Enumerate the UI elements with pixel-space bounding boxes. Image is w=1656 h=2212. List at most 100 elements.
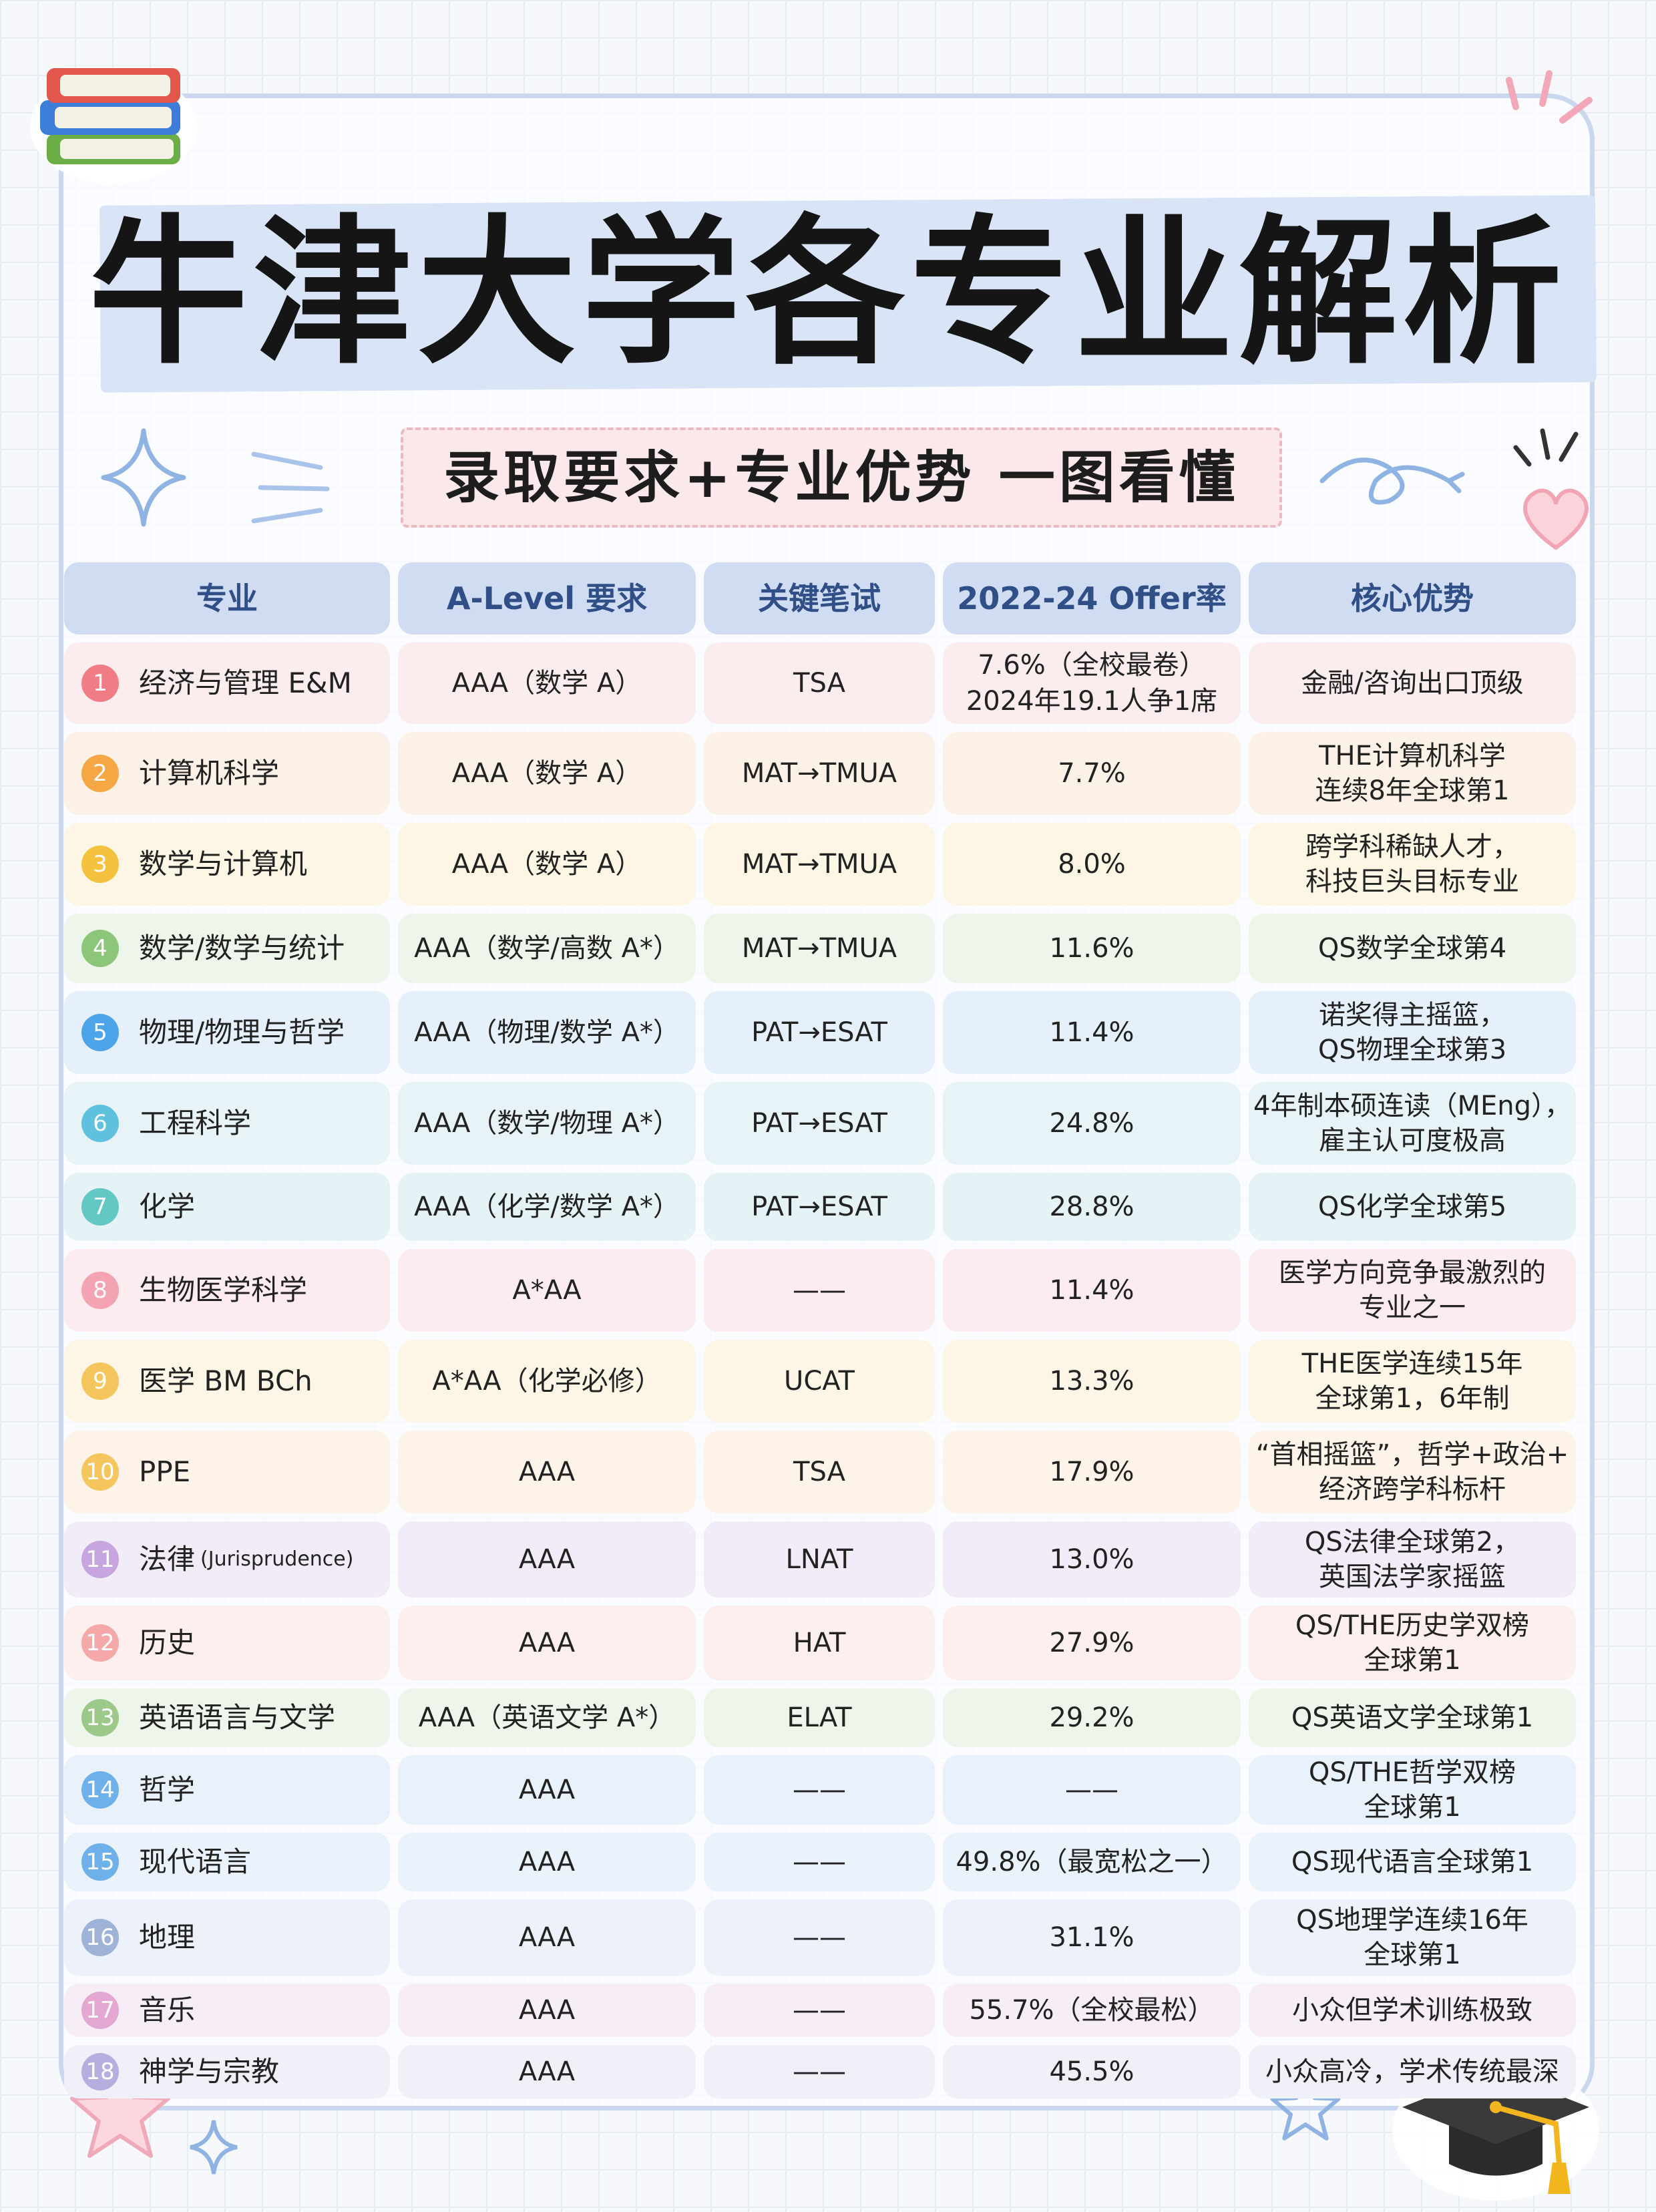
row-number-badge: 4: [81, 930, 119, 967]
advantage-cell: 跨学科稀缺人才， 科技巨头目标专业: [1249, 823, 1576, 906]
offer-rate-line: 13.0%: [1049, 1544, 1134, 1575]
major-cell: 2 计算机科学: [64, 732, 390, 815]
offer-rate-cell: 11.6%: [943, 914, 1241, 983]
test-cell: MAT→TMUA: [704, 914, 935, 983]
major-cell: 8 生物医学科学: [64, 1249, 390, 1332]
major-cell: 16 地理: [64, 1899, 390, 1976]
offer-rate-cell: 11.4%: [943, 991, 1241, 1074]
major-name: 工程科学: [139, 1107, 252, 1139]
advantage-line: QS法律全球第2，: [1304, 1527, 1520, 1557]
advantage-line: 全球第1: [1364, 1940, 1461, 1970]
row-number-badge: 11: [81, 1541, 119, 1578]
alevel-cell: AAA: [398, 1431, 696, 1513]
test-cell: PAT→ESAT: [704, 1082, 935, 1165]
advantage-line: 全球第1: [1364, 1645, 1461, 1676]
offer-rate-line: 7.7%: [1058, 758, 1126, 789]
star-outline-icon: [1270, 2072, 1341, 2141]
offer-rate-line: 49.8%（最宽松之一）: [956, 1847, 1228, 1877]
advantage-line: 4年制本硕连读（MEng），: [1253, 1091, 1571, 1121]
advantage-cell: 诺奖得主摇篮， QS物理全球第3: [1249, 991, 1576, 1074]
major-name: 哲学: [139, 1773, 196, 1806]
row-number-badge: 2: [81, 755, 119, 792]
alevel-cell: AAA: [398, 1755, 696, 1825]
advantage-line: 金融/咨询出口顶级: [1301, 668, 1524, 699]
major-note: (Jurisprudence): [200, 1547, 354, 1571]
major-cell: 5 物理/物理与哲学: [64, 991, 390, 1074]
books-icon: [30, 68, 197, 184]
header-alevel: A-Level 要求: [398, 562, 696, 634]
offer-rate-line: 11.4%: [1049, 1017, 1134, 1048]
major-name: 计算机科学: [139, 757, 280, 789]
offer-rate-line: 8.0%: [1058, 849, 1126, 880]
test-cell: HAT: [704, 1606, 935, 1680]
row-number-badge: 15: [81, 1843, 119, 1881]
advantage-line: “首相摇篮”，哲学+政治+: [1255, 1439, 1569, 1470]
table-row: 5 物理/物理与哲学 AAA（物理/数学 A*） PAT→ESAT 11.4% 诺奖得主摇…: [64, 991, 1587, 1074]
test-cell: ——: [704, 1755, 935, 1825]
alevel-cell: AAA（数学/高数 A*）: [398, 914, 696, 983]
row-number-badge: 18: [81, 2053, 119, 2090]
table-row: 6 工程科学 AAA（数学/物理 A*） PAT→ESAT 24.8% 4年制本硕连读（M…: [64, 1082, 1587, 1165]
heart-icon: [1523, 488, 1589, 550]
major-name: 历史: [139, 1626, 196, 1659]
major-cell: 14 哲学: [64, 1755, 390, 1825]
advantage-line: 英国法学家摇篮: [1319, 1561, 1506, 1592]
advantage-line: QS数学全球第4: [1317, 933, 1507, 964]
advantage-cell: QS地理学连续16年 全球第1: [1249, 1899, 1576, 1976]
test-cell: LNAT: [704, 1521, 935, 1598]
advantage-cell: THE医学连续15年 全球第1，6年制: [1249, 1340, 1576, 1423]
advantage-cell: 金融/咨询出口顶级: [1249, 642, 1576, 724]
offer-rate-line: 55.7%（全校最松）: [969, 1995, 1215, 2026]
major-cell: 10 PPE: [64, 1431, 390, 1513]
alevel-cell: AAA: [398, 1833, 696, 1891]
major-cell: 7 化学: [64, 1173, 390, 1241]
major-cell: 15 现代语言: [64, 1833, 390, 1891]
advantage-line: QS/THE哲学双榜: [1308, 1757, 1516, 1788]
major-cell: 11 法律 (Jurisprudence): [64, 1521, 390, 1598]
test-cell: ——: [704, 1249, 935, 1332]
advantage-line: QS物理全球第3: [1317, 1035, 1507, 1065]
offer-rate-cell: 17.9%: [943, 1431, 1241, 1513]
test-cell: ELAT: [704, 1688, 935, 1747]
table-row: 14 哲学 AAA —— —— QS/THE哲学双榜 全球第1: [64, 1755, 1587, 1825]
major-name: 数学与计算机: [139, 848, 308, 880]
table-header-row: 专业 A-Level 要求 关键笔试 2022-24 Offer率 核心优势: [64, 562, 1587, 634]
advantage-line: QS地理学连续16年: [1296, 1905, 1528, 1936]
major-name: 医学 BM BCh: [139, 1364, 313, 1397]
offer-rate-line: 31.1%: [1049, 1922, 1134, 1953]
offer-rate-cell: 8.0%: [943, 823, 1241, 906]
advantage-line: 连续8年全球第1: [1315, 775, 1510, 806]
major-cell: 6 工程科学: [64, 1082, 390, 1165]
page-subtitle: 录取要求+专业优势 一图看懂: [443, 445, 1239, 510]
offer-rate-cell: 49.8%（最宽松之一）: [943, 1833, 1241, 1891]
row-number-badge: 1: [81, 665, 119, 702]
table-row: 7 化学 AAA（化学/数学 A*） PAT→ESAT 28.8% QS化学全球第5: [64, 1173, 1587, 1241]
offer-rate-cell: 13.3%: [943, 1340, 1241, 1423]
alevel-cell: AAA: [398, 1606, 696, 1680]
header-offer-rate: 2022-24 Offer率: [943, 562, 1241, 634]
offer-rate-line: 17.9%: [1049, 1457, 1134, 1487]
advantage-line: 小众但学术训练极致: [1292, 1995, 1532, 2026]
table-row: 9 医学 BM BCh A*AA（化学必修） UCAT 13.3% THE医学连续15年全…: [64, 1340, 1587, 1423]
page-title: 牛津大学各专业解析: [89, 201, 1567, 386]
alevel-cell: AAA（化学/数学 A*）: [398, 1173, 696, 1241]
row-number-badge: 13: [81, 1699, 119, 1736]
advantage-line: 全球第1，6年制: [1315, 1383, 1510, 1414]
alevel-cell: AAA（数学 A）: [398, 823, 696, 906]
major-name: PPE: [139, 1455, 191, 1488]
advantage-cell: QS化学全球第5: [1249, 1173, 1576, 1241]
major-name: 神学与宗教: [139, 2055, 280, 2088]
major-cell: 13 英语语言与文学: [64, 1688, 390, 1747]
test-cell: MAT→TMUA: [704, 823, 935, 906]
row-number-badge: 12: [81, 1624, 119, 1662]
advantage-cell: QS数学全球第4: [1249, 914, 1576, 983]
table-row: 12 历史 AAA HAT 27.9% QS/THE历史学双榜 全球第1: [64, 1606, 1587, 1680]
row-number-badge: 16: [81, 1919, 119, 1956]
alevel-cell: AAA（物理/数学 A*）: [398, 991, 696, 1074]
advantage-line: QS化学全球第5: [1317, 1191, 1507, 1222]
test-cell: TSA: [704, 1431, 935, 1513]
test-cell: ——: [704, 1899, 935, 1976]
major-name: 化学: [139, 1190, 196, 1223]
advantage-line: 经济跨学科标杆: [1319, 1474, 1506, 1505]
row-number-badge: 8: [81, 1272, 119, 1309]
